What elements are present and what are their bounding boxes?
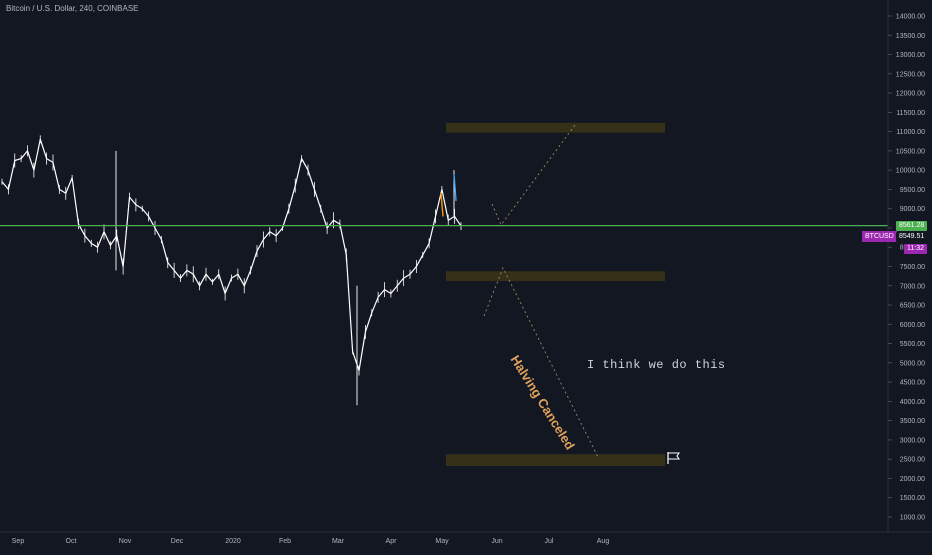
y-tick-label: 3500.00: [900, 418, 925, 425]
price-series-line: [1, 138, 462, 372]
x-tick-label: Jul: [545, 538, 554, 545]
x-tick-label: Nov: [119, 538, 132, 545]
annotation-note[interactable]: I think we do this: [587, 358, 726, 372]
x-tick-label: Oct: [66, 538, 77, 545]
price-zone-rect[interactable]: [446, 122, 665, 133]
chart-title: Bitcoin / U.S. Dollar, 240, COINBASE: [6, 4, 139, 13]
blue-mark: [453, 173, 457, 202]
line-price-badge: 8561.28: [896, 221, 928, 231]
y-tick-label: 2000.00: [900, 476, 925, 483]
y-tick-label: 7000.00: [900, 283, 925, 290]
symbol-badge[interactable]: BTCUSD: [862, 231, 897, 242]
price-zone-rect[interactable]: [446, 271, 665, 282]
projection-path-down[interactable]: [483, 266, 599, 458]
y-tick-label: 4000.00: [900, 399, 925, 406]
flag-banner: [667, 452, 681, 460]
y-tick-label: 12000.00: [896, 91, 925, 98]
projection-path-up[interactable]: [491, 124, 576, 226]
y-tick-label: 4500.00: [900, 380, 925, 387]
x-tick-label: Sep: [12, 538, 25, 545]
y-tick-label: 6500.00: [900, 303, 925, 310]
y-tick-label: 9500.00: [900, 187, 925, 194]
x-tick-label: Aug: [597, 538, 610, 545]
y-tick-label: 9000.00: [900, 206, 925, 213]
price-zone-rect[interactable]: [446, 454, 665, 467]
last-price-badge: 8549.51: [896, 232, 928, 242]
orange-mark: [440, 193, 444, 217]
y-tick-label: 1000.00: [900, 515, 925, 522]
y-tick-label: 13000.00: [896, 52, 925, 59]
y-tick-label: 10500.00: [896, 148, 925, 155]
flag-icon[interactable]: [667, 452, 681, 464]
y-tick-label: 1500.00: [900, 495, 925, 502]
y-tick-label: 14000.00: [896, 14, 925, 21]
y-tick-label: 2500.00: [900, 457, 925, 464]
x-tick-label: Mar: [332, 538, 345, 545]
x-tick-label: Dec: [171, 538, 184, 545]
y-tick-label: 3000.00: [900, 437, 925, 444]
y-tick-label: 10000.00: [896, 168, 925, 175]
y-tick-label: 11500.00: [896, 110, 925, 117]
x-tick-label: Jun: [491, 538, 502, 545]
x-tick-label: Apr: [386, 538, 398, 545]
x-tick-label: 2020: [225, 538, 241, 545]
y-tick-label: 5500.00: [900, 341, 925, 348]
y-tick-label: 6000.00: [900, 322, 925, 329]
x-tick-label: Feb: [279, 538, 291, 545]
countdown-badge: 11:32: [904, 244, 927, 254]
y-tick-label: 7500.00: [900, 264, 925, 271]
y-tick-label: 5000.00: [900, 360, 925, 367]
y-tick-label: 11000.00: [896, 129, 925, 136]
y-tick-label: 13500.00: [896, 33, 925, 40]
x-tick-label: May: [435, 538, 449, 545]
y-tick-label: 12500.00: [896, 71, 925, 78]
